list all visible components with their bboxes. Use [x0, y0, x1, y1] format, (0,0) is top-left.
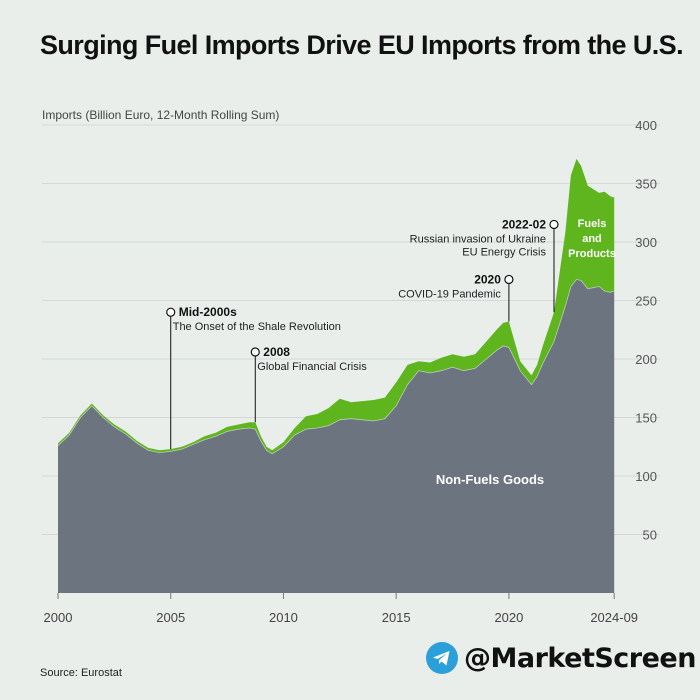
x-tick-label: 2005 [156, 610, 185, 625]
annotation-marker [166, 307, 176, 317]
x-tick-label: 2010 [269, 610, 298, 625]
annotation-text: COVID-19 Pandemic [398, 288, 501, 300]
annotation-marker [549, 219, 559, 230]
brand-handle: @MarketScreen [464, 642, 696, 674]
y-tick-label: 300 [635, 235, 657, 250]
y-tick-label: 200 [635, 352, 657, 367]
annotation-text: EU Energy Crisis [462, 246, 546, 258]
brand-watermark: @MarketScreen [426, 642, 696, 674]
annotation-title: 2008 [263, 345, 290, 359]
non-fuels-area [58, 279, 615, 593]
x-tick-label: 2015 [382, 610, 411, 625]
series-areas [57, 158, 615, 593]
annotation-title: 2020 [474, 272, 501, 286]
annotation-marker [504, 274, 514, 285]
series-boundary [57, 278, 615, 455]
source-note: Source: Eurostat [40, 667, 122, 679]
y-tick-label: 50 [643, 528, 657, 543]
annotation-title: Mid-2000s [179, 305, 237, 319]
y-tick-label: 100 [635, 469, 657, 484]
telegram-icon [426, 642, 458, 674]
fuels-area [58, 158, 615, 454]
y-tick-label: 350 [635, 177, 657, 192]
annotation-title: 2022-02 [502, 217, 546, 231]
annotation-marker [250, 347, 260, 357]
y-axis-label: Imports (Billion Euro, 12-Month Rolling … [42, 108, 279, 122]
y-tick-label: 400 [635, 118, 657, 133]
x-tick-labels: 2000 2005 2010 2015 2020 2024-09 [44, 593, 638, 625]
page-title: Surging Fuel Imports Drive EU Imports fr… [40, 30, 684, 60]
x-tick-label: 2000 [44, 610, 73, 625]
area-labels: Non-Fuels Goods Fuels and Products [436, 218, 616, 487]
area-label-fuels: Products [568, 248, 616, 260]
x-tick-label: 2020 [494, 610, 523, 625]
annotation-text: Russian invasion of Ukraine [410, 233, 546, 245]
annotation-text: The Onset of the Shale Revolution [173, 321, 341, 333]
area-label-non-fuels: Non-Fuels Goods [436, 472, 544, 487]
area-label-fuels: Fuels [578, 218, 607, 230]
x-tick-label: 2024-09 [590, 610, 638, 625]
y-tick-labels: 50 100 150 200 250 300 350 400 [635, 118, 657, 543]
y-tick-label: 250 [635, 294, 657, 309]
y-tick-label: 150 [635, 411, 657, 426]
annotations: Mid-2000s The Onset of the Shale Revoluti… [166, 217, 559, 450]
annotation-text: Global Financial Crisis [257, 361, 367, 373]
area-label-fuels: and [582, 233, 602, 245]
